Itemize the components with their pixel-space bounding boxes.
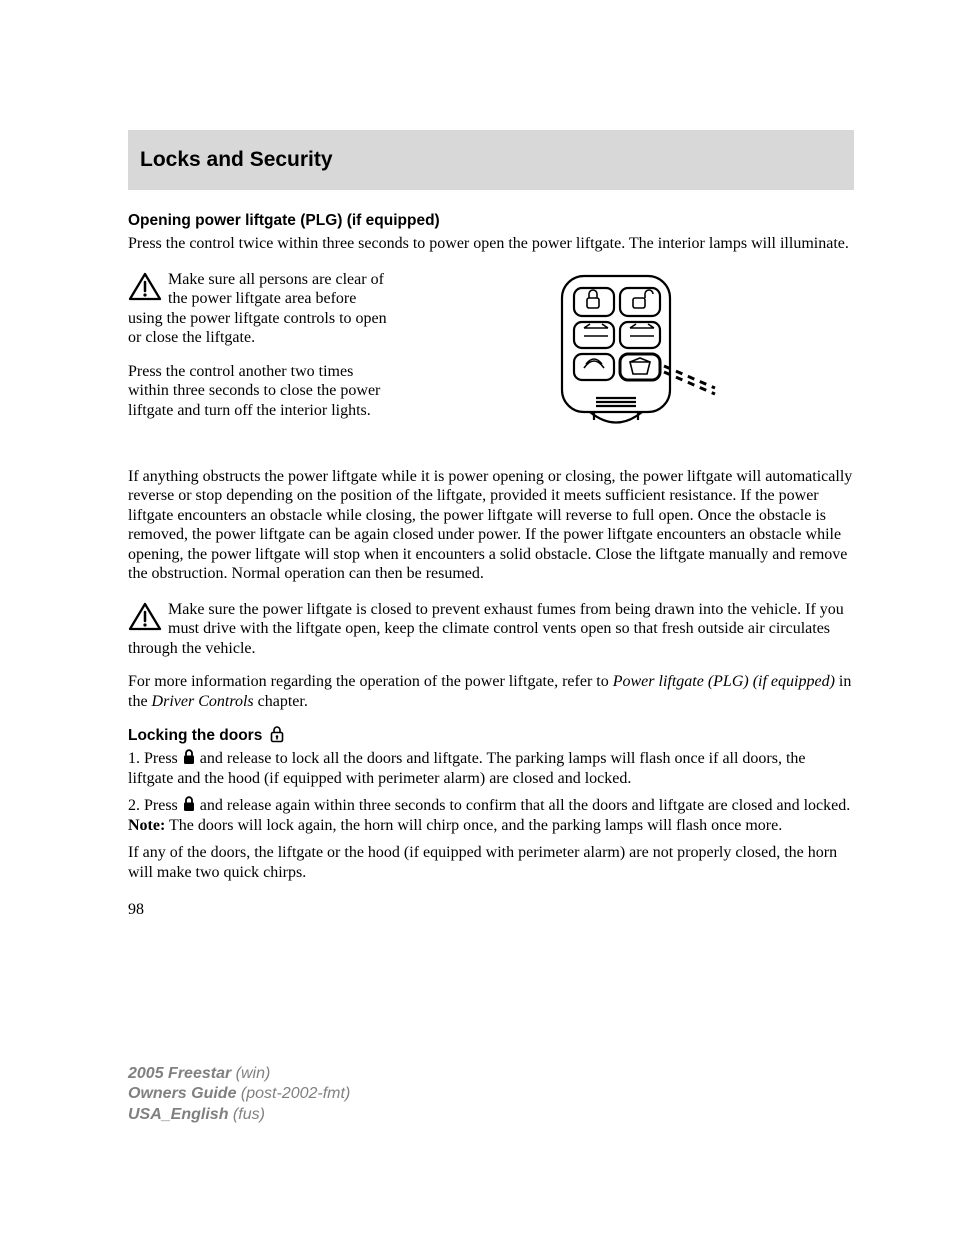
footer-text: (win): [231, 1065, 270, 1082]
text: and release to lock all the doors and li…: [128, 750, 806, 787]
text: The doors will lock again, the horn will…: [165, 817, 782, 834]
footer-lang: USA_English: [128, 1106, 228, 1123]
warning-triangle-icon: [128, 602, 162, 632]
step-2: 2. Press and release again within three …: [128, 796, 854, 835]
paragraph: Press the control twice within three sec…: [128, 234, 854, 254]
warning-box: Make sure all persons are clear of the p…: [128, 268, 388, 350]
text: chapter.: [254, 693, 308, 710]
reference-title: Power liftgate (PLG) (if equipped): [613, 673, 835, 690]
remote-fob-illustration: [530, 268, 730, 453]
page-number: 98: [128, 900, 854, 920]
step-1: 1. Press and release to lock all the doo…: [128, 749, 854, 788]
warning-text: Make sure the power liftgate is closed t…: [128, 601, 844, 657]
subheading-locking: Locking the doors: [128, 725, 854, 745]
footer-guide: Owners Guide: [128, 1085, 236, 1102]
text: For more information regarding the opera…: [128, 673, 613, 690]
paragraph: If anything obstructs the power liftgate…: [128, 467, 854, 584]
footer-model: 2005 Freestar: [128, 1065, 231, 1082]
warning-triangle-icon: [128, 272, 162, 302]
reference-chapter: Driver Controls: [152, 693, 254, 710]
section-header: Locks and Security: [128, 130, 854, 190]
note-label: Note:: [128, 817, 165, 834]
footer: 2005 Freestar (win) Owners Guide (post-2…: [128, 1064, 350, 1125]
text: and release again within three seconds t…: [196, 797, 850, 814]
text: 1. Press: [128, 750, 182, 767]
heading-text: Locking the doors: [128, 727, 262, 744]
warning-box: Make sure the power liftgate is closed t…: [128, 598, 854, 661]
paragraph: For more information regarding the opera…: [128, 672, 854, 711]
paragraph: If any of the doors, the liftgate or the…: [128, 843, 854, 882]
warning-text: Make sure all persons are clear of the p…: [128, 271, 387, 347]
paragraph: Press the control another two times with…: [128, 362, 388, 421]
text: 2. Press: [128, 797, 182, 814]
section-title: Locks and Security: [140, 148, 842, 172]
footer-text: (post-2002-fmt): [236, 1085, 350, 1102]
padlock-icon: [182, 796, 196, 812]
footer-text: (fus): [228, 1106, 264, 1123]
padlock-icon: [182, 749, 196, 765]
padlock-icon: [269, 725, 285, 743]
subheading-plg: Opening power liftgate (PLG) (if equippe…: [128, 212, 854, 230]
